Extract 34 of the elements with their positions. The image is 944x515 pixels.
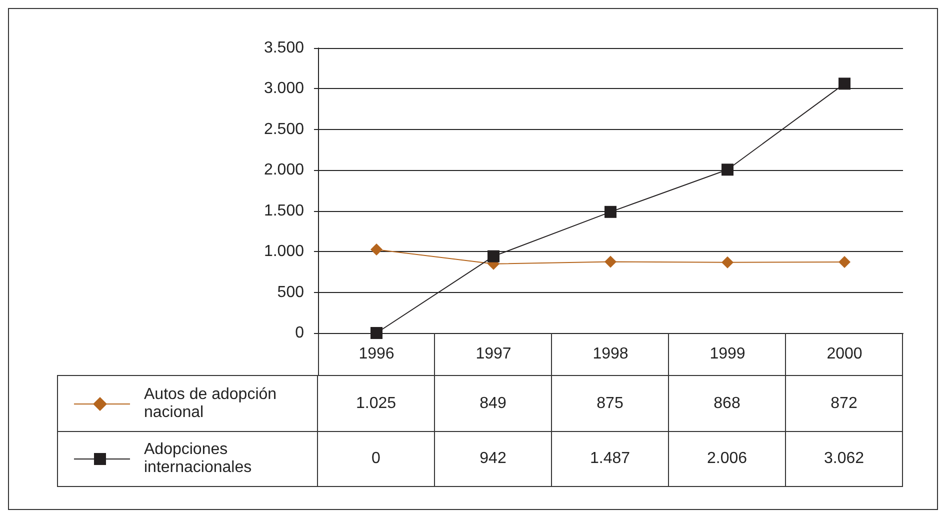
point: [370, 327, 382, 339]
data-label: 2.006: [669, 431, 786, 487]
y-tick-label: 3.000: [264, 80, 304, 98]
point: [488, 250, 500, 262]
point: [838, 78, 850, 90]
data-label: 942: [435, 431, 552, 487]
y-tick-label: 2.000: [264, 162, 304, 179]
data-label: 872: [786, 375, 903, 431]
data-label: 868: [669, 375, 786, 431]
data-label: 849: [435, 375, 552, 431]
x-tick-label: 1997: [476, 346, 512, 362]
data-label: 0: [318, 431, 435, 487]
data-label: 1.025: [318, 375, 435, 431]
point: [722, 164, 734, 176]
x-tick-label: 1996: [358, 346, 394, 362]
legend-label: Autos de adopción nacional: [144, 386, 278, 422]
y-tick-label: 1.500: [264, 202, 304, 220]
legend-label: Adopciones internacionales: [144, 441, 253, 477]
x-tick-label: 1999: [710, 346, 746, 362]
y-tick-label: 0: [295, 324, 304, 342]
y-tick-label: 2.500: [264, 120, 304, 138]
data-label: 3.062: [786, 431, 903, 487]
y-tick-label: 500: [277, 284, 304, 301]
x-tick-label: 1998: [592, 346, 628, 362]
x-tick-label: 2000: [826, 346, 862, 362]
point: [604, 206, 616, 218]
y-tick-label: 1.000: [264, 243, 304, 260]
point: [722, 256, 734, 268]
data-label: 1.487: [552, 431, 669, 487]
data-label: 875: [552, 375, 669, 431]
point: [604, 256, 616, 268]
y-tick-label: 3.500: [264, 40, 304, 56]
point: [838, 256, 850, 268]
point: [370, 244, 382, 256]
